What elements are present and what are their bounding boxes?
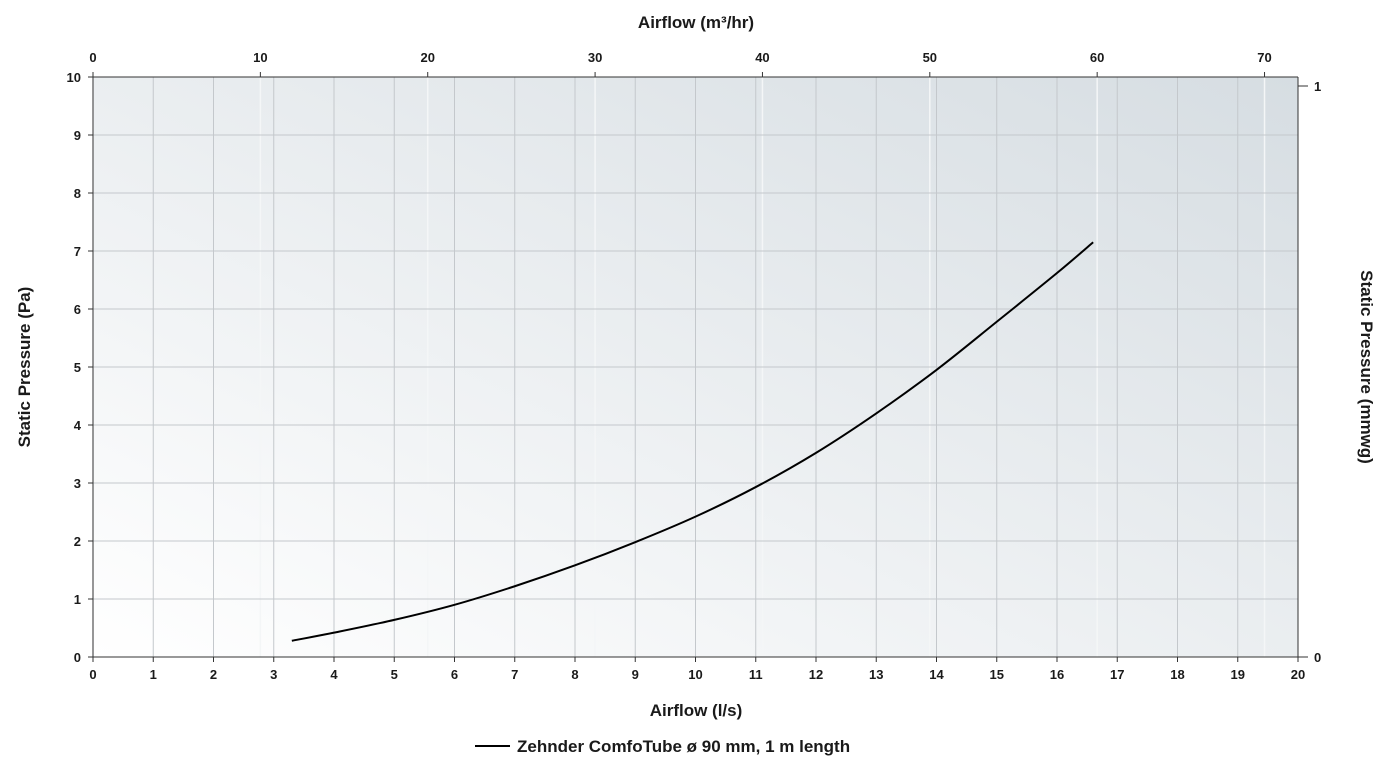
x2-tick-label: 40	[755, 50, 769, 65]
x-tick-label: 8	[571, 667, 578, 682]
x2-tick-label: 50	[923, 50, 937, 65]
x-tick-label: 13	[869, 667, 883, 682]
x-tick-label: 16	[1050, 667, 1064, 682]
tick-labels: 0 1 2 3 4 5 6 7 8 9 10 11 12 13 14 15 16 17 18 19 2001234567…	[67, 50, 1322, 682]
x-tick-label: 1	[150, 667, 157, 682]
y-tick-label: 0	[74, 650, 81, 665]
x-tick-label: 3	[270, 667, 277, 682]
axes	[88, 72, 1308, 662]
x2-tick-label: 30	[588, 50, 602, 65]
y-tick-label: 6	[74, 302, 81, 317]
y-tick-label: 8	[74, 186, 81, 201]
x-axis-title: Airflow (l/s)	[650, 701, 743, 720]
legend: Zehnder ComfoTube ø 90 mm, 1 m length	[475, 737, 850, 756]
x2-tick-label: 70	[1257, 50, 1271, 65]
x-tick-label: 11	[749, 667, 763, 682]
x-tick-label: 15	[990, 667, 1004, 682]
x-tick-label: 20	[1291, 667, 1305, 682]
x2-tick-label: 0	[89, 50, 96, 65]
y-tick-label: 2	[74, 534, 81, 549]
x-tick-label: 9	[632, 667, 639, 682]
y-tick-label: 3	[74, 476, 81, 491]
x-tick-label: 10	[688, 667, 702, 682]
y2-tick-label: 0	[1314, 650, 1321, 665]
y2-tick-label: 1	[1314, 79, 1321, 94]
series-lines	[291, 241, 1094, 642]
x2-axis-title: Airflow (m³/hr)	[638, 13, 754, 32]
x-tick-label: 19	[1231, 667, 1245, 682]
x-tick-label: 7	[511, 667, 518, 682]
y-tick-label: 10	[67, 70, 81, 85]
series-line	[291, 241, 1094, 642]
x-tick-label: 14	[929, 667, 944, 682]
x-tick-label: 5	[391, 667, 398, 682]
x-tick-label: 12	[809, 667, 823, 682]
y-tick-label: 5	[74, 360, 81, 375]
y-tick-label: 4	[74, 418, 82, 433]
x-tick-label: 6	[451, 667, 458, 682]
y-axis-title: Static Pressure (Pa)	[15, 287, 34, 448]
x-tick-label: 18	[1170, 667, 1184, 682]
x-tick-label: 0	[89, 667, 96, 682]
x-tick-label: 4	[330, 667, 338, 682]
y2-axis-title: Static Pressure (mmwg)	[1357, 270, 1373, 464]
x-tick-label: 2	[210, 667, 217, 682]
y-tick-label: 9	[74, 128, 81, 143]
grid-lines	[92, 76, 1299, 658]
x2-tick-label: 20	[420, 50, 434, 65]
x2-tick-label: 60	[1090, 50, 1104, 65]
x-tick-label: 17	[1110, 667, 1124, 682]
y-tick-label: 7	[74, 244, 81, 259]
y-tick-label: 1	[74, 592, 81, 607]
legend-entry-label: Zehnder ComfoTube ø 90 mm, 1 m length	[517, 737, 850, 756]
x2-tick-label: 10	[253, 50, 267, 65]
